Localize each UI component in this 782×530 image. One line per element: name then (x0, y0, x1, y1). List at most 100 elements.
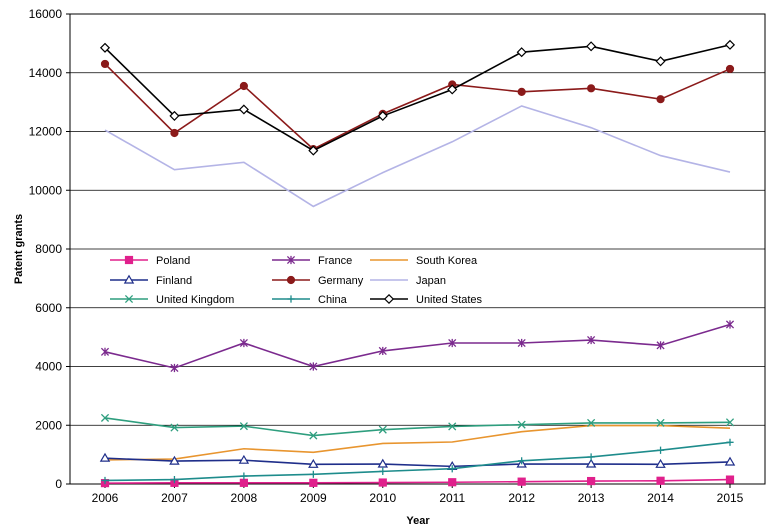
data-point-poland (239, 478, 248, 487)
x-tick-label: 2008 (231, 491, 258, 505)
x-tick-label: 2006 (92, 491, 119, 505)
data-point-united-kingdom (170, 423, 179, 432)
series-line-france (104, 323, 731, 369)
legend-label-united-kingdom: United Kingdom (156, 294, 234, 306)
data-point-france (170, 363, 179, 373)
legend-marker-poland (124, 255, 134, 265)
data-point-united-states (377, 110, 388, 121)
data-point-finland (655, 458, 666, 468)
series-line-finland (104, 457, 731, 468)
data-point-china (448, 465, 456, 473)
data-point-united-kingdom (100, 413, 110, 422)
x-tick-label: 2010 (369, 491, 396, 505)
x-tick-label: 2012 (508, 491, 535, 505)
x-tick-label: 2011 (439, 491, 465, 505)
data-point-finland (585, 458, 597, 468)
x-tick-labels: 2006 2007 2008 2009 2010 2011 2012 2013 2014 2015 (92, 491, 744, 505)
series-line-united-kingdom (104, 417, 731, 437)
legend-label-china: China (318, 294, 348, 306)
data-point-united-states (447, 84, 458, 95)
legend-marker-finland (123, 274, 135, 284)
data-point-germany (587, 84, 596, 93)
y-tick-label: 0 (55, 477, 62, 491)
data-point-poland (517, 477, 526, 486)
data-point-poland (725, 475, 735, 484)
data-point-germany (725, 64, 735, 74)
legend-label-germany: Germany (318, 275, 364, 287)
legend-label-japan: Japan (416, 275, 446, 287)
data-point-china (587, 453, 595, 461)
legend-label-finland: Finland (156, 275, 192, 287)
data-point-finland (377, 458, 389, 468)
data-point-united-states (655, 56, 666, 67)
x-tick-label: 2014 (647, 491, 674, 505)
legend-item-finland: Finland (110, 274, 192, 287)
series-united-kingdom (100, 413, 735, 440)
data-point-finland (308, 458, 319, 468)
legend-label-united-states: United States (416, 294, 483, 306)
x-axis-title: Year (406, 515, 430, 527)
legend-item-south-korea: South Korea (370, 255, 478, 267)
data-point-united-states (586, 41, 597, 52)
data-point-germany (239, 81, 248, 91)
legend-item-poland: Poland (110, 255, 190, 267)
gridlines (70, 13, 765, 426)
data-point-china (240, 472, 248, 480)
series-france (100, 320, 735, 373)
data-point-poland (656, 476, 665, 485)
data-point-china (101, 476, 109, 485)
legend-item-france: France (272, 255, 352, 267)
data-point-france (587, 335, 596, 345)
data-point-china (518, 457, 526, 465)
series-china (101, 438, 734, 485)
series-line-japan (104, 105, 731, 208)
y-tick-label: 8000 (35, 242, 62, 256)
data-point-france (656, 341, 665, 350)
series-line-china (104, 441, 731, 482)
legend-marker-united-states (383, 293, 395, 305)
data-point-germany (170, 128, 179, 138)
data-point-poland (448, 478, 457, 487)
series-finland (99, 452, 736, 470)
data-point-united-kingdom (656, 418, 665, 427)
data-point-finland (169, 455, 180, 465)
x-tick-label: 2009 (300, 491, 327, 505)
y-tick-labels: 0 2000 4000 6000 8000 10000 12000 14000 16000 (29, 7, 63, 491)
legend-item-japan: Japan (370, 275, 446, 287)
series-japan (104, 105, 731, 208)
legend-marker-france (286, 255, 296, 265)
y-tick-label: 16000 (29, 7, 63, 21)
data-point-germany (100, 59, 110, 69)
legend-label-france: France (318, 255, 352, 267)
y-axis-title: Patent grants (13, 214, 25, 284)
data-point-united-kingdom (517, 420, 526, 429)
data-point-finland (238, 454, 250, 464)
series-south-korea (104, 424, 731, 461)
y-tick-label: 4000 (35, 360, 62, 374)
data-point-united-kingdom (309, 431, 318, 440)
data-point-united-kingdom (378, 425, 387, 434)
y-tick-label: 6000 (35, 301, 62, 315)
data-point-poland (378, 478, 387, 487)
axes (66, 13, 766, 488)
legend-label-poland: Poland (156, 255, 190, 267)
x-tick-label: 2013 (578, 491, 605, 505)
legend-label-south-korea: South Korea (416, 255, 478, 267)
series-line-germany (104, 63, 731, 151)
legend-marker-germany (286, 275, 296, 285)
legend-marker-china (287, 295, 295, 303)
data-point-united-kingdom (448, 422, 457, 431)
y-tick-label: 12000 (29, 125, 63, 139)
legend-item-china: China (272, 294, 348, 306)
legend-item-united-states: United States (370, 293, 483, 306)
data-point-china (379, 467, 387, 475)
data-point-germany (517, 87, 526, 96)
series-united-states (99, 39, 736, 156)
series-poland (100, 475, 735, 488)
data-point-france (239, 338, 248, 348)
y-tick-label: 10000 (29, 183, 63, 197)
plot-area-border (69, 13, 766, 485)
series-germany (100, 59, 735, 154)
data-point-france (517, 338, 526, 348)
